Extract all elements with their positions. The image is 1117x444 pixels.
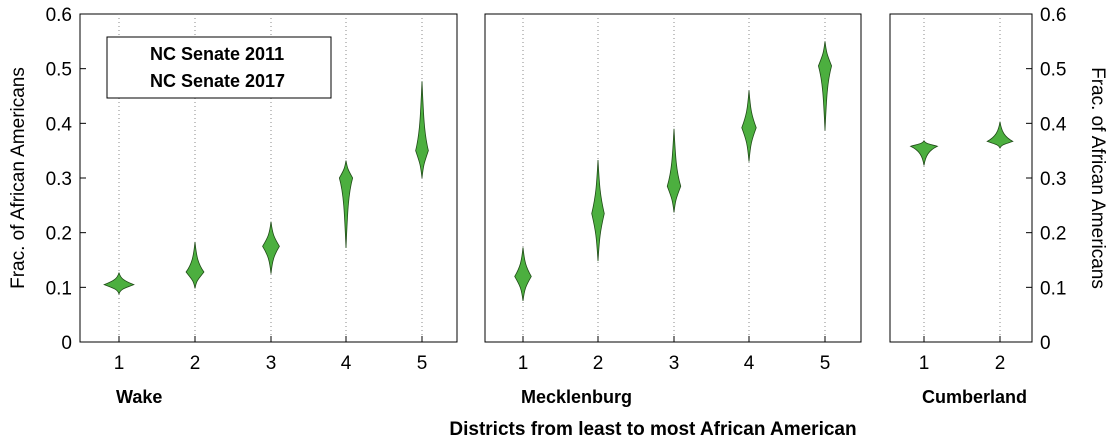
county-labels: Wake Mecklenburg Cumberland [116,387,1027,407]
violin-mecklenburg-district-4 [741,90,757,162]
legend: NC Senate 2011 NC Senate 2017 [106,36,332,99]
legend-entry-2011: NC Senate 2011 [150,44,284,64]
y-tick-label-left: 0.5 [46,60,72,81]
y-tick-label-left: 0 [61,333,72,354]
x-tick-label: 4 [341,353,352,374]
x-tick-label: 2 [190,353,201,374]
x-tick-label: 1 [114,353,125,374]
violin-wake-district-4 [338,160,354,248]
y-axis-label-right: Frac. of African Americans [1087,67,1108,289]
x-tick-label: 5 [820,353,831,374]
x-tick-label: 5 [417,353,428,374]
county-label: Mecklenburg [521,387,632,407]
violin-mecklenburg-district-2 [591,159,605,262]
x-tick-label: 1 [518,353,529,374]
violin-mecklenburg-district-1 [514,247,532,302]
x-axis-label: Districts from least to most African Ame… [449,419,856,440]
axis-ticks [80,13,1032,343]
y-tick-label-right: 0.4 [1040,114,1067,135]
y-tick-label-left: 0.6 [46,5,72,26]
x-tick-label: 1 [919,353,930,374]
y-tick-label-right: 0.3 [1040,169,1066,190]
violin-wake-district-1 [103,272,135,296]
legend-entry-2017: NC Senate 2017 [150,71,285,91]
y-tick-label-right: 0.2 [1040,224,1066,245]
y-tick-label-left: 0.4 [46,114,73,135]
x-tick-label: 2 [995,353,1006,374]
y-tick-label-left: 0.3 [46,169,72,190]
x-tick-label: 3 [669,353,680,374]
y-tick-label-right: 0.6 [1040,5,1066,26]
violin-wake-district-2 [185,241,205,289]
y-tick-label-left: 0.2 [46,224,72,245]
y-tick-label-right: 0.5 [1040,60,1066,81]
x-tick-label: 3 [266,353,277,374]
violin-wake-district-5 [415,81,429,179]
panel-frame-mecklenburg [484,13,862,343]
panel-frame-cumberland [889,13,1033,343]
y-tick-label-right: 0.1 [1040,278,1066,299]
y-tick-label-left: 0.1 [46,278,72,299]
violin-mecklenburg-district-3 [666,128,682,213]
x-tick-labels: 1 2 3 4 5 1 2 3 4 5 1 2 [114,353,1006,374]
violin-cumberland-district-1 [909,139,939,166]
y-axis-label-left: Frac. of African Americans [8,67,29,289]
x-tick-label: 2 [593,353,604,374]
violin-cumberland-district-2 [986,121,1014,149]
legend-box [106,36,332,99]
violins [103,41,1014,302]
violin-wake-district-3 [262,221,280,274]
x-tick-label: 4 [744,353,755,374]
y-tick-labels: 0 0 0.1 0.1 0.2 0.2 0.3 0.3 0.4 0.4 0.5 0.5 0.6 0.6 [46,5,1067,354]
county-label: Wake [116,387,162,407]
county-label: Cumberland [922,387,1027,407]
y-tick-label-right: 0 [1040,333,1051,354]
violin-mecklenburg-district-5 [817,41,833,131]
